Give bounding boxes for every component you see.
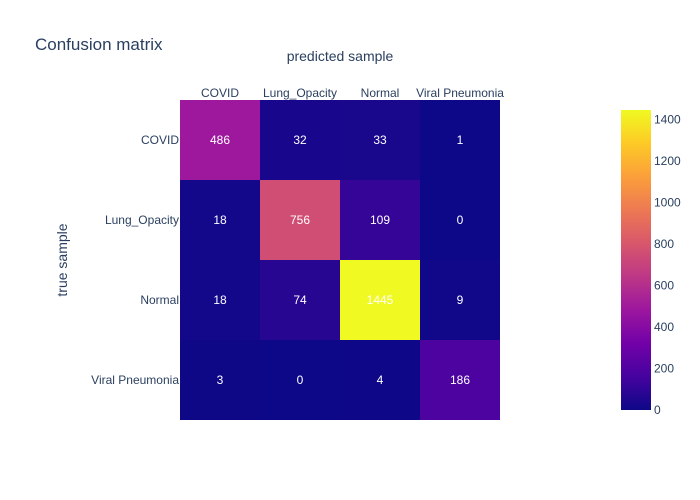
heatmap-cell [340, 100, 420, 180]
heatmap-cell [260, 260, 340, 340]
x-tick-label: COVID [201, 86, 239, 100]
cell-value-label: 33 [373, 133, 387, 147]
cell-value-label: 109 [370, 213, 390, 227]
heatmap-cell [180, 180, 260, 260]
y-tick-label: Normal [140, 293, 179, 307]
cell-value-label: 18 [213, 293, 227, 307]
colorbar-tick-label: 1400 [654, 112, 681, 126]
x-tick-label: Lung_Opacity [263, 86, 337, 100]
cell-value-label: 186 [450, 373, 470, 387]
heatmap-cell [180, 340, 260, 420]
y-tick-label: Viral Pneumonia [91, 373, 179, 387]
cell-value-label: 9 [457, 293, 464, 307]
heatmap-cell [180, 260, 260, 340]
colorbar-tick-label: 1200 [654, 154, 681, 168]
heatmap-cell [420, 260, 500, 340]
heatmap-cell [420, 180, 500, 260]
x-axis-title: predicted sample [287, 48, 394, 64]
heatmap-cell [340, 260, 420, 340]
cell-value-label: 4 [377, 373, 384, 387]
cell-value-label: 1 [457, 133, 464, 147]
heatmap-cell [340, 180, 420, 260]
colorbar-tick-label: 1000 [654, 195, 681, 209]
heatmap-cells [180, 100, 500, 420]
cell-value-label: 32 [293, 133, 307, 147]
heatmap-cell [180, 100, 260, 180]
heatmap-cell [420, 100, 500, 180]
y-axis-ticks: COVID Lung_Opacity Normal Viral Pneumonia [91, 133, 179, 387]
y-axis-title: true sample [54, 223, 70, 296]
y-tick-label: Lung_Opacity [105, 213, 179, 227]
cell-value-label: 486 [210, 133, 230, 147]
colorbar-tick-label: 200 [654, 361, 674, 375]
y-tick-label: COVID [141, 133, 179, 147]
x-tick-label: Viral Pneumonia [416, 86, 504, 100]
heatmap-cell [420, 340, 500, 420]
cell-value-label: 3 [217, 373, 224, 387]
cell-value-label: 756 [290, 213, 310, 227]
cell-value-label: 0 [297, 373, 304, 387]
heatmap-cell [260, 340, 340, 420]
x-tick-label: Normal [361, 86, 400, 100]
cell-value-label: 74 [293, 293, 307, 307]
heatmap-cell [260, 180, 340, 260]
cell-value-label: 1445 [367, 293, 394, 307]
colorbar-ticks: 0 200 400 600 800 1000 1200 1400 [654, 112, 681, 417]
colorbar: 0 200 400 600 800 1000 1200 1400 [621, 110, 681, 417]
cell-value-label: 18 [213, 213, 227, 227]
cell-value-label: 0 [457, 213, 464, 227]
colorbar-tick-label: 800 [654, 237, 674, 251]
heatmap-cell-labels: 486 32 33 1 18 756 109 0 18 74 1445 9 3 0 4 186 [210, 133, 470, 387]
x-axis-ticks: COVID Lung_Opacity Normal Viral Pneumonia [201, 86, 504, 100]
colorbar-tick-label: 600 [654, 278, 674, 292]
chart-title: Confusion matrix [35, 35, 163, 54]
heatmap-cell [260, 100, 340, 180]
colorbar-tick-label: 400 [654, 320, 674, 334]
colorbar-gradient [621, 110, 651, 410]
colorbar-tick-label: 0 [654, 403, 661, 417]
heatmap-cell [340, 340, 420, 420]
